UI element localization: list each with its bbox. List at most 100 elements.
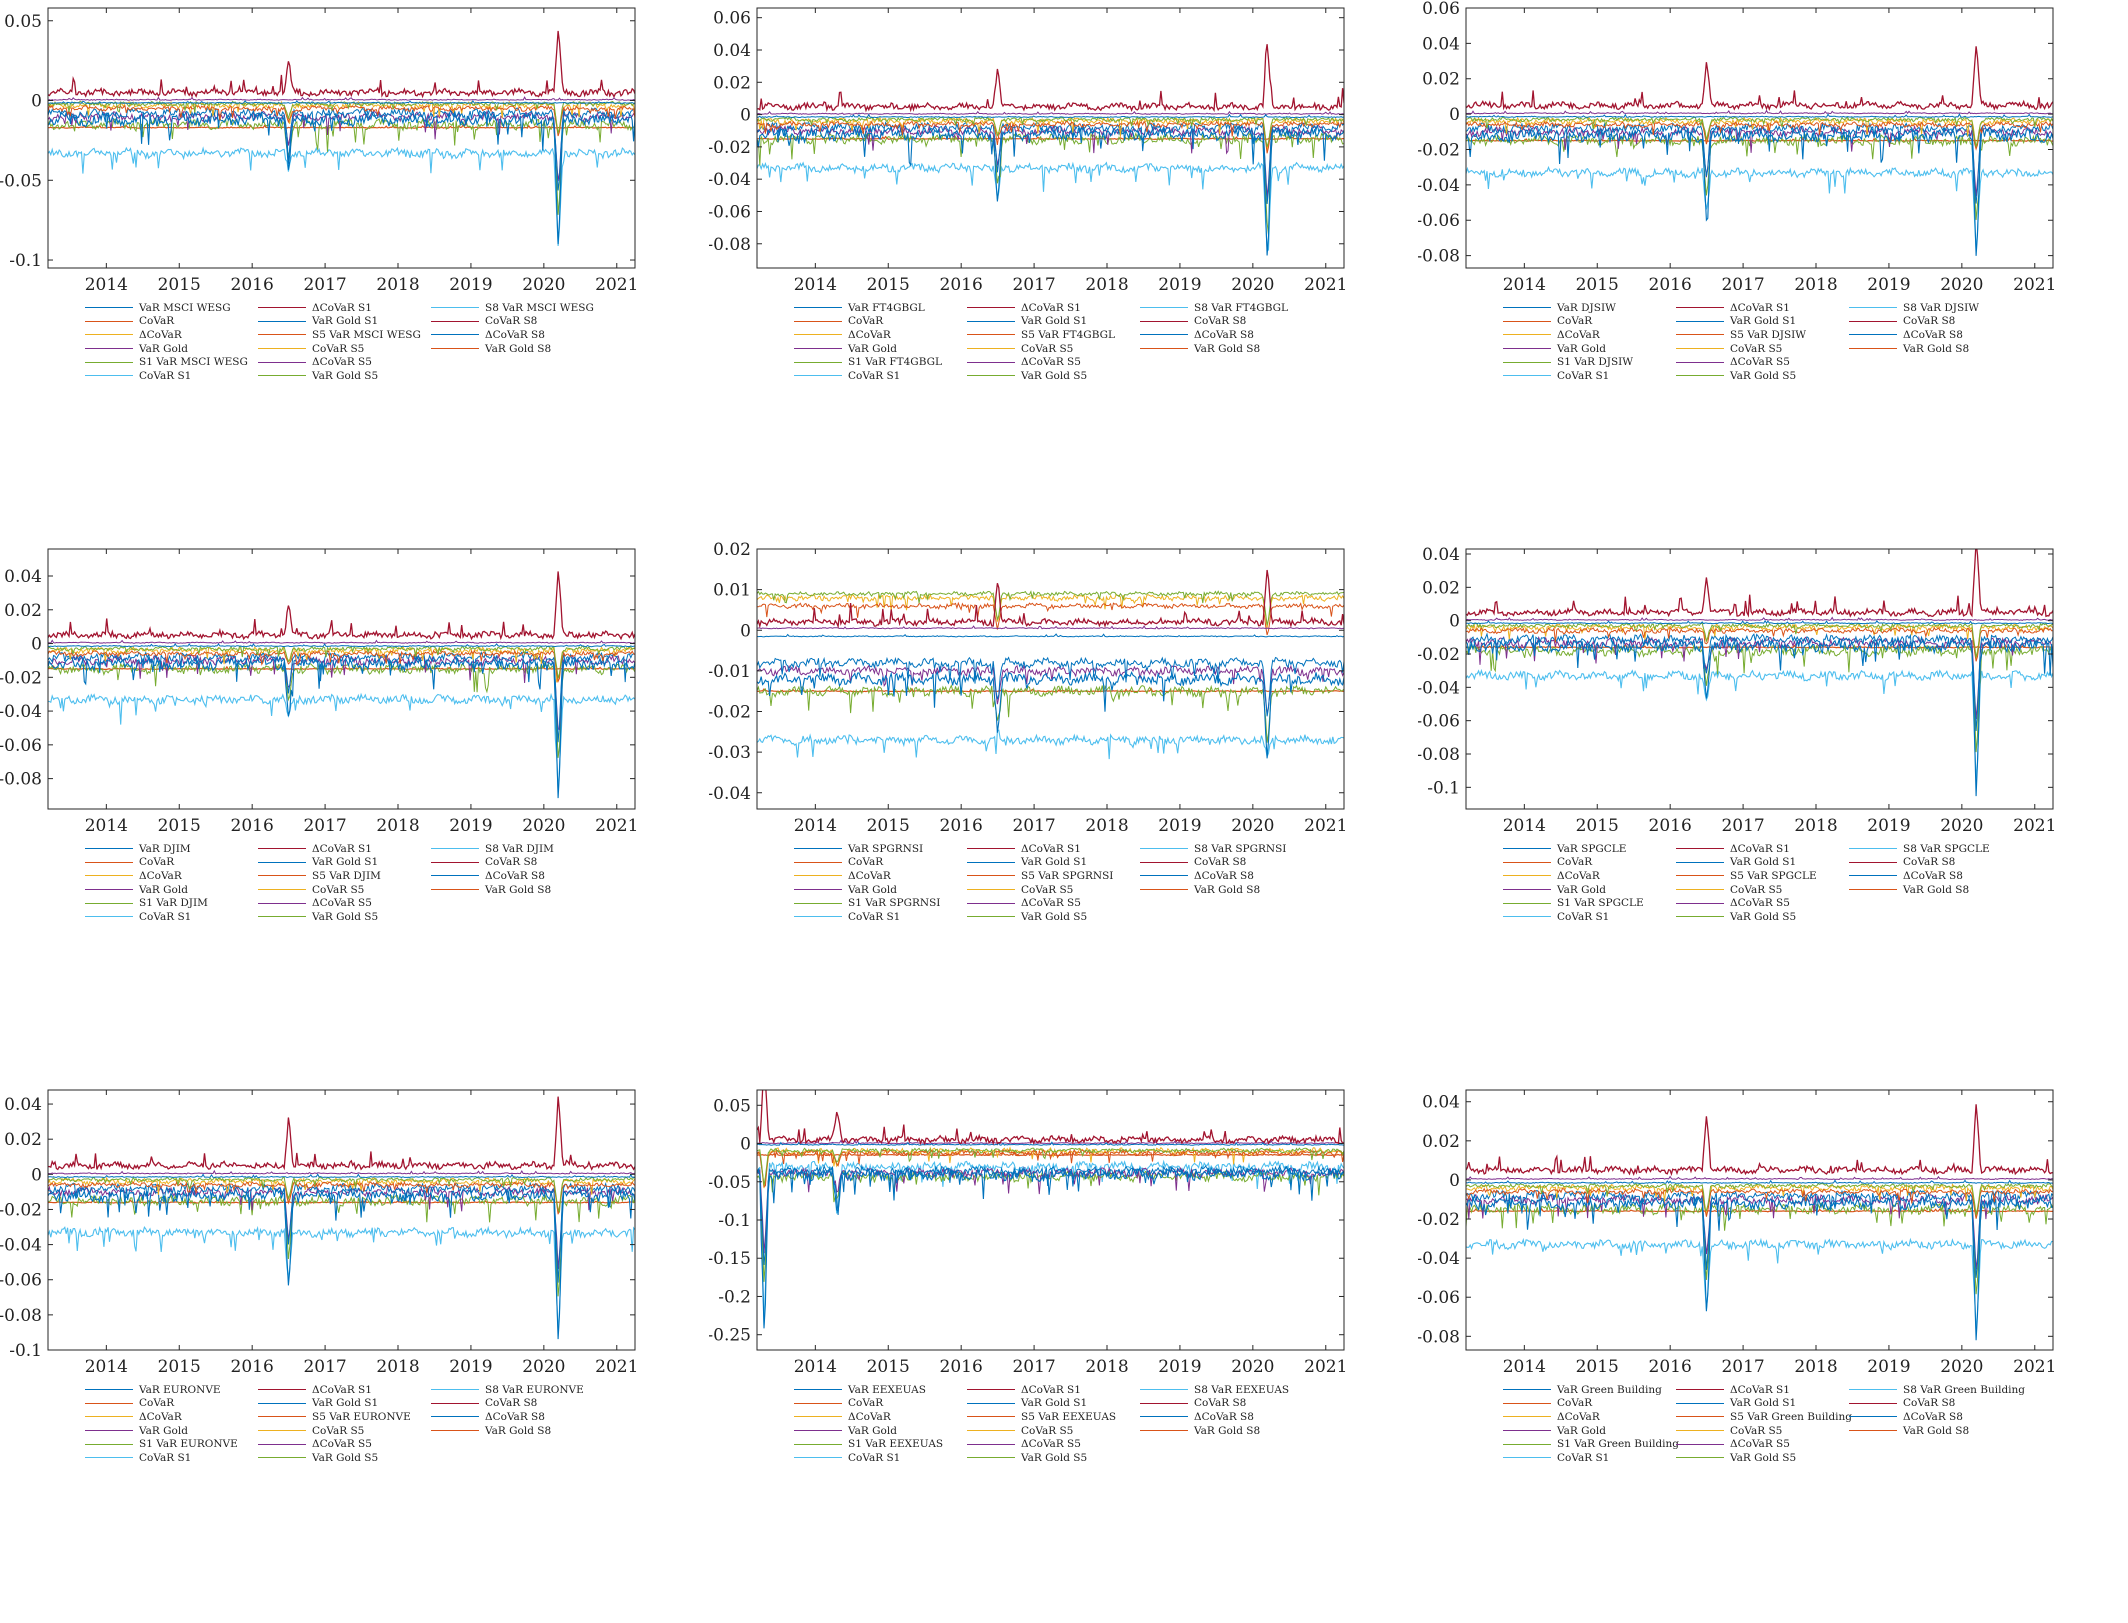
legend-entry: ΔCoVaR S8 bbox=[1140, 869, 1305, 883]
legend-swatch bbox=[1503, 1402, 1551, 1404]
y-tick-label: 0.04 bbox=[4, 567, 42, 587]
chart-legend: VaR SPGCLE CoVaR ΔCoVaR VaR Gold S1 VaR SPGC… bbox=[1503, 842, 2014, 924]
legend-swatch bbox=[1676, 916, 1724, 918]
x-tick-label: 2017 bbox=[303, 1357, 346, 1377]
x-tick-label: 2017 bbox=[303, 816, 346, 836]
legend-swatch bbox=[794, 334, 842, 336]
series-line bbox=[1466, 113, 2053, 118]
series-line bbox=[48, 651, 635, 743]
legend-entry: ΔCoVaR bbox=[1503, 1410, 1668, 1424]
legend-label: CoVaR bbox=[139, 856, 175, 869]
legend-entry: VaR Gold S5 bbox=[258, 1451, 423, 1465]
legend-label: CoVaR S5 bbox=[1730, 883, 1783, 896]
series-line bbox=[48, 111, 635, 245]
x-tick-label: 2016 bbox=[1649, 275, 1692, 295]
x-tick-label: 2018 bbox=[376, 275, 419, 295]
series-line bbox=[1466, 619, 2053, 625]
legend-entry: VaR Gold S8 bbox=[431, 883, 596, 897]
legend-entry: CoVaR bbox=[85, 315, 250, 329]
y-tick-label: 0 bbox=[31, 92, 42, 112]
legend-label: VaR Gold S1 bbox=[312, 1397, 379, 1410]
x-tick-label: 2018 bbox=[376, 1357, 419, 1377]
series-line bbox=[757, 1141, 1344, 1146]
legend-label: CoVaR S8 bbox=[1903, 1397, 1956, 1410]
x-tick-label: 2017 bbox=[1721, 275, 1764, 295]
legend-entry: CoVaR S1 bbox=[85, 910, 250, 924]
legend-swatch bbox=[1676, 848, 1724, 850]
legend-swatch bbox=[431, 861, 479, 863]
legend-swatch bbox=[1140, 1430, 1188, 1432]
y-tick-label: 0.04 bbox=[713, 41, 751, 61]
legend-swatch bbox=[967, 1389, 1015, 1391]
x-tick-label: 2018 bbox=[1794, 816, 1837, 836]
legend-label: VaR Gold S8 bbox=[1903, 1424, 1970, 1437]
series-line bbox=[757, 656, 1344, 717]
plot-area-frame bbox=[756, 1089, 1345, 1351]
y-tick-label: -0.04 bbox=[1418, 678, 1460, 698]
x-tick-label: 2017 bbox=[1721, 1357, 1764, 1377]
legend-label: S5 VaR DJIM bbox=[312, 869, 381, 882]
x-tick-label: 2016 bbox=[1649, 816, 1692, 836]
series-line bbox=[1466, 1202, 2053, 1295]
plot-area-frame bbox=[1465, 1089, 2054, 1351]
series-line bbox=[1466, 622, 2053, 660]
x-tick-label: 2016 bbox=[231, 816, 274, 836]
series-line bbox=[1466, 616, 2053, 621]
legend-label: VaR Gold S5 bbox=[1730, 910, 1797, 923]
legend-entry: S8 VaR DJSIW bbox=[1849, 301, 2014, 315]
legend-swatch bbox=[967, 848, 1015, 850]
legend-entry: S5 VaR FT4GBGL bbox=[967, 328, 1132, 342]
x-tick-label: 2015 bbox=[1576, 1357, 1619, 1377]
legend-label: CoVaR S8 bbox=[1194, 856, 1247, 869]
legend-entry: VaR Gold S8 bbox=[1849, 883, 2014, 897]
legend-entry: CoVaR bbox=[794, 315, 959, 329]
legend-swatch bbox=[967, 320, 1015, 322]
legend-entry: ΔCoVaR S8 bbox=[1140, 1410, 1305, 1424]
legend-label: VaR Gold S1 bbox=[1730, 1397, 1797, 1410]
series-line bbox=[757, 684, 1344, 743]
legend-swatch bbox=[794, 1389, 842, 1391]
legend-swatch bbox=[967, 307, 1015, 309]
legend-label: VaR Gold S1 bbox=[1730, 315, 1797, 328]
legend-entry: CoVaR S5 bbox=[967, 342, 1132, 356]
legend-swatch bbox=[431, 848, 479, 850]
series-line bbox=[1466, 133, 2053, 220]
series-line bbox=[48, 1169, 635, 1175]
legend-label: CoVaR S1 bbox=[1557, 369, 1610, 382]
legend-entry: ΔCoVaR bbox=[85, 869, 250, 883]
legend-entry: S8 VaR EEXEUAS bbox=[1140, 1383, 1305, 1397]
legend-label: ΔCoVaR S1 bbox=[1021, 301, 1081, 314]
series-line bbox=[1466, 165, 2053, 250]
y-tick-label: -0.08 bbox=[1418, 247, 1460, 267]
series-line bbox=[757, 110, 1344, 115]
legend-entry: S5 VaR DJIM bbox=[258, 869, 423, 883]
legend-entry: ΔCoVaR S8 bbox=[1140, 328, 1305, 342]
legend-entry: S1 VaR Green Building bbox=[1503, 1437, 1679, 1451]
legend-label: VaR Gold bbox=[848, 342, 897, 355]
legend-entry: S1 VaR MSCI WESG bbox=[85, 355, 250, 369]
series-line bbox=[1466, 116, 2053, 147]
y-tick-label: -0.02 bbox=[0, 1200, 42, 1220]
legend-swatch bbox=[794, 1402, 842, 1404]
legend-label: VaR Green Building bbox=[1557, 1383, 1662, 1396]
legend-label: ΔCoVaR S5 bbox=[1021, 1438, 1081, 1451]
legend-entry: ΔCoVaR S1 bbox=[1676, 842, 1841, 856]
legend-swatch bbox=[431, 348, 479, 350]
legend-swatch bbox=[1503, 375, 1551, 377]
series-line bbox=[1466, 632, 2053, 732]
legend-label: CoVaR bbox=[1557, 1397, 1593, 1410]
legend-swatch bbox=[85, 1402, 133, 1404]
legend-label: VaR Gold bbox=[139, 883, 188, 896]
legend-label: CoVaR bbox=[1557, 856, 1593, 869]
legend-swatch bbox=[85, 334, 133, 336]
x-tick-label: 2014 bbox=[85, 1357, 128, 1377]
chart-panel-2: -0.08 -0.06 -0.04 -0.02 0 0.02 0.04 0.06 2014 201… bbox=[709, 0, 1418, 541]
x-tick-label: 2014 bbox=[85, 275, 128, 295]
legend-label: S5 VaR MSCI WESG bbox=[312, 328, 421, 341]
series-line bbox=[1466, 668, 2053, 779]
x-tick-label: 2018 bbox=[376, 816, 419, 836]
legend-swatch bbox=[967, 334, 1015, 336]
legend-entry: CoVaR S5 bbox=[258, 883, 423, 897]
legend-label: ΔCoVaR bbox=[848, 1410, 891, 1423]
legend-swatch bbox=[1140, 320, 1188, 322]
